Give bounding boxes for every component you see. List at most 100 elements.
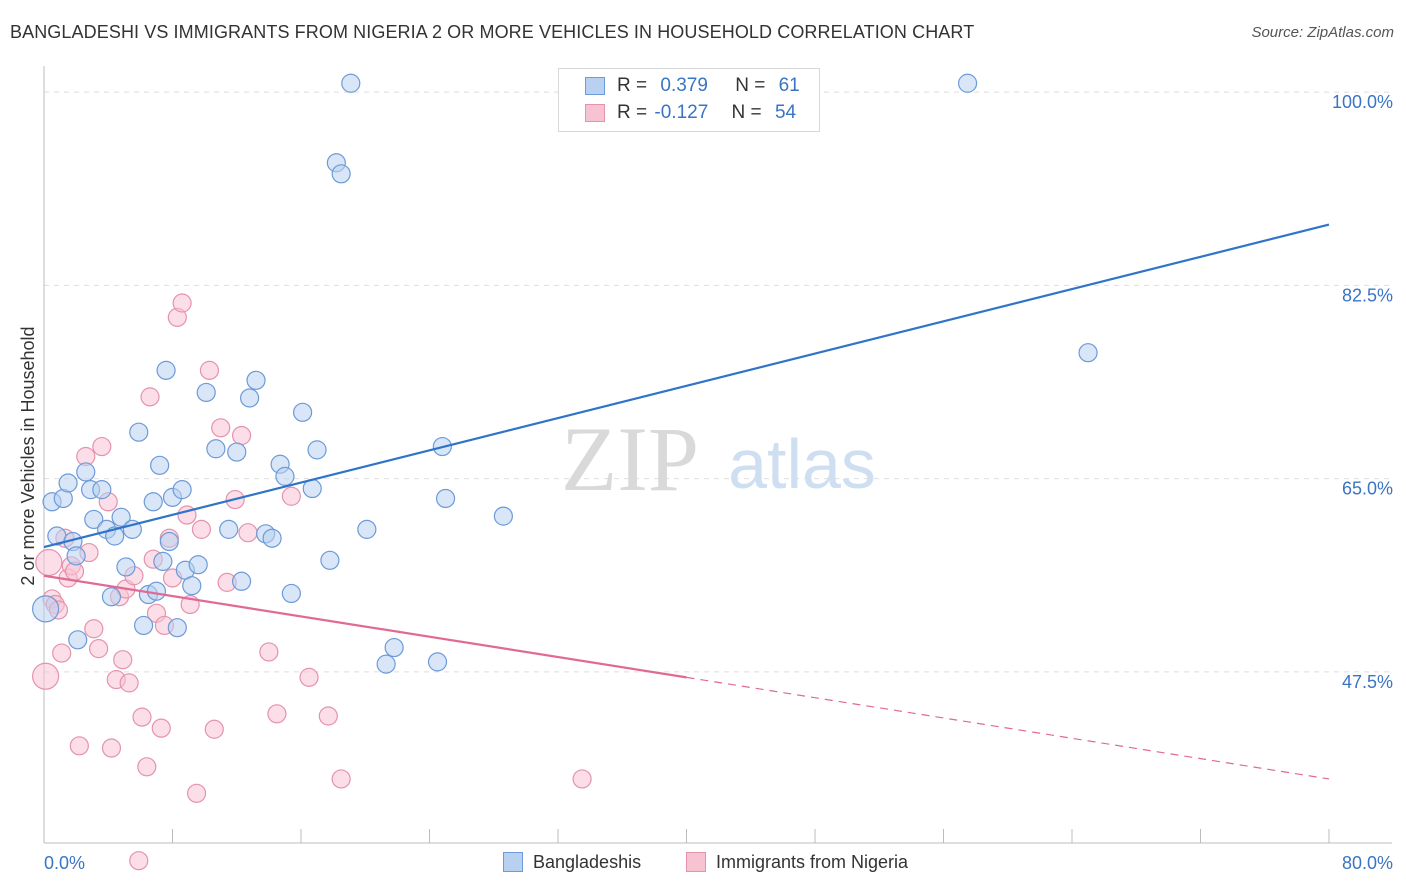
bangladeshi-point	[320, 550, 340, 570]
nigeria-point	[69, 736, 89, 756]
bangladeshi-point	[167, 618, 187, 638]
series-nigeria-points	[32, 293, 592, 871]
axes	[43, 66, 1392, 844]
bangladeshi-point	[84, 509, 104, 530]
bangladeshi-trend-line	[43, 223, 1330, 549]
bangladeshi-point	[493, 506, 513, 526]
bangladeshi-point	[159, 531, 179, 552]
bangladeshi-point	[341, 73, 361, 93]
bottom-legend-label: Bangladeshis	[533, 852, 642, 872]
bangladeshi-point	[293, 402, 313, 422]
bangladeshi-point	[331, 164, 351, 184]
bottom-legend-label: Immigrants from Nigeria	[716, 852, 909, 872]
nigeria-point	[281, 486, 301, 506]
nigeria-point	[92, 436, 112, 457]
bangladeshi-point	[129, 422, 149, 442]
bangladeshi-point	[227, 442, 247, 462]
legend-n-label: N =	[731, 102, 762, 123]
bangladeshi-point	[92, 480, 112, 500]
series-bangladeshi-points	[32, 73, 1098, 674]
bangladeshi-point	[133, 615, 154, 636]
nigeria-point	[35, 548, 63, 577]
bangladeshi-point	[1078, 343, 1098, 363]
nigeria-point	[299, 667, 319, 687]
legend-swatch-pink	[585, 104, 605, 122]
nigeria-point	[113, 650, 133, 670]
bangladeshi-point	[262, 528, 282, 548]
bangladeshi-point	[76, 462, 96, 482]
bangladeshi-point	[435, 488, 456, 509]
bangladeshi-point	[58, 473, 78, 493]
nigeria-point	[572, 769, 592, 789]
bangladeshi-point	[196, 382, 216, 403]
y-tick-label: 82.5%	[1342, 285, 1393, 305]
bangladeshi-point	[101, 587, 122, 607]
nigeria-point	[211, 418, 231, 438]
bangladeshi-point	[182, 576, 202, 596]
watermark-atlas: atlas	[728, 425, 876, 503]
bangladeshi-point	[116, 557, 136, 577]
nigeria-point	[186, 783, 207, 803]
bangladeshi-point	[357, 519, 377, 539]
nigeria-point	[191, 519, 212, 539]
nigeria-point	[32, 662, 60, 690]
nigeria-point	[267, 704, 287, 724]
bottom-legend-nigeria: Immigrants from Nigeria	[686, 852, 908, 873]
source-label: Source: ZipAtlas.com	[1251, 24, 1394, 41]
nigeria-point	[318, 706, 338, 726]
bangladeshi-point	[143, 492, 163, 512]
y-tick-label: 100.0%	[1332, 92, 1393, 112]
chart-title: BANGLADESHI VS IMMIGRANTS FROM NIGERIA 2…	[10, 22, 975, 42]
nigeria-point	[137, 757, 157, 777]
bangladeshi-point	[111, 507, 131, 527]
bangladeshi-point	[188, 555, 208, 575]
x-tick-label-max: 80.0%	[1342, 853, 1393, 873]
bangladeshi-point	[275, 466, 295, 486]
nigeria-point	[132, 707, 152, 727]
bangladeshi-point	[146, 581, 167, 601]
legend-n-label: N =	[735, 75, 766, 96]
bangladeshi-point	[307, 440, 327, 460]
bangladeshi-point	[246, 370, 266, 390]
nigeria-point	[331, 769, 351, 789]
nigeria-point	[52, 643, 72, 663]
nigeria-point	[231, 425, 252, 446]
x-tick-label-min: 0.0%	[44, 853, 85, 873]
nigeria-point	[172, 293, 192, 313]
bangladeshi-point	[68, 630, 88, 650]
stats-legend: R = 0.379 N = 61 R = -0.127 N = 54	[558, 68, 820, 132]
legend-n-value: 54	[774, 102, 797, 123]
bangladeshi-point	[66, 546, 86, 566]
nigeria-trend-line	[43, 574, 687, 679]
bangladeshi-point	[427, 652, 448, 672]
bangladeshi-point	[150, 455, 170, 475]
bangladeshi-point	[32, 595, 60, 623]
legend-r-value: -0.127	[654, 102, 709, 123]
nigeria-point	[129, 851, 149, 871]
nigeria-point	[204, 719, 224, 739]
bangladeshi-point	[206, 439, 226, 459]
nigeria-point	[238, 523, 258, 543]
legend-n-value: 61	[778, 75, 800, 96]
nigeria-point	[101, 738, 122, 758]
bangladeshi-point	[376, 654, 396, 674]
y-tick-label: 65.0%	[1342, 479, 1393, 499]
bottom-legend-swatch-pink	[686, 852, 706, 872]
nigeria-trend-line-extrapolated	[686, 676, 1330, 780]
legend-r-label: R =	[617, 75, 648, 96]
watermark-zip: ZIP	[561, 408, 699, 510]
bottom-legend-bangladeshi: Bangladeshis	[503, 852, 641, 873]
legend-r-label: R =	[617, 102, 648, 123]
nigeria-point	[84, 619, 104, 639]
nigeria-point	[89, 639, 109, 659]
bangladeshi-point	[281, 583, 301, 604]
legend-swatch-blue	[585, 77, 605, 95]
bangladeshi-point	[231, 571, 252, 591]
bangladeshi-point	[957, 73, 978, 93]
bangladeshi-point	[172, 480, 192, 500]
bangladeshi-point	[240, 388, 260, 408]
nigeria-point	[119, 673, 139, 693]
bangladeshi-point	[153, 551, 173, 572]
nigeria-point	[199, 360, 220, 380]
